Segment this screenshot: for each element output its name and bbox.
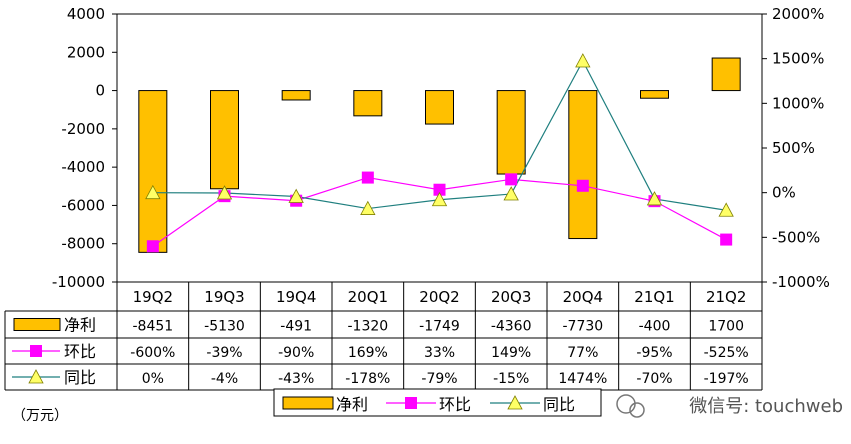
marker-环比-20Q3	[505, 173, 518, 186]
category-label: 19Q3	[204, 288, 244, 306]
left-tick-label: -4000	[61, 158, 105, 176]
bar-19Q3	[210, 90, 239, 190]
line-series	[145, 53, 734, 253]
row-key-qoq-icon	[30, 345, 42, 357]
marker-同比-20Q4	[575, 53, 591, 68]
marker-同比-19Q4	[288, 188, 304, 203]
marker-同比-21Q1	[646, 191, 663, 206]
marker-环比-20Q4	[576, 179, 589, 192]
data-table: 19Q2 19Q3 19Q4 20Q1 20Q2 20Q3 20Q4 21Q1 21Q2 净利 -8…	[4, 281, 763, 391]
table-cell: 1474%	[558, 371, 607, 387]
legend-net-profit-icon	[282, 396, 334, 410]
right-tick-label: 500%	[772, 139, 815, 157]
marker-同比-21Q2	[718, 202, 734, 217]
table-cell: -39%	[206, 345, 242, 361]
unit-label: （万元）	[12, 408, 68, 424]
table-cell: -178%	[345, 371, 390, 387]
table-cell: 0%	[142, 371, 164, 387]
bar-20Q2	[425, 90, 454, 125]
bar-20Q4	[568, 90, 598, 240]
row-key-yoy-icon	[28, 369, 44, 384]
wechat-logo-icon	[616, 394, 645, 418]
left-tick-label: 0	[95, 82, 105, 100]
row-label: 环比	[64, 342, 96, 361]
marker-环比-19Q2	[146, 240, 159, 253]
category-label: 20Q3	[491, 288, 531, 306]
table-cell: 149%	[491, 345, 531, 361]
left-tick-label: -10000	[52, 273, 105, 291]
bar-21Q1	[640, 90, 669, 99]
table-cell: -7730	[562, 319, 603, 335]
table-cell: -1749	[419, 319, 460, 335]
table-cell: -400	[639, 319, 671, 335]
right-tick-label: 0%	[772, 184, 796, 202]
table-cell: 169%	[348, 345, 388, 361]
left-tick-label: -8000	[61, 235, 105, 253]
marker-同比-19Q3	[216, 185, 233, 200]
bar-20Q3	[496, 90, 526, 175]
bar-19Q4	[281, 90, 311, 101]
table-cell: -95%	[636, 345, 672, 361]
table-cell: -5130	[204, 319, 245, 335]
table-cell: 33%	[424, 345, 455, 361]
table-cell: 77%	[567, 345, 598, 361]
bar-19Q2	[138, 90, 168, 253]
category-label: 21Q2	[706, 288, 746, 306]
right-tick-label: -500%	[772, 228, 820, 246]
table-cell: 1700	[708, 319, 744, 335]
table-cell: -15%	[493, 371, 529, 387]
right-tick-label: -1000%	[772, 273, 830, 291]
legend-label: 环比	[439, 395, 471, 414]
watermark-text: 微信号: touchweb	[689, 396, 843, 417]
left-tick-label: 4000	[67, 5, 105, 23]
legend-yoy-icon	[507, 395, 523, 410]
right-axis: 2000% 1500% 1000% 500% 0% -500% -1000%	[762, 5, 830, 291]
table-cell: -197%	[704, 371, 749, 387]
legend-label: 净利	[336, 395, 368, 414]
marker-环比-20Q1	[361, 171, 374, 184]
row-label: 净利	[64, 316, 96, 335]
right-tick-label: 2000%	[772, 5, 824, 23]
bar-21Q2	[711, 57, 741, 92]
table-cell: -600%	[130, 345, 175, 361]
category-label: 21Q1	[634, 288, 674, 306]
table-cell: -1320	[347, 319, 388, 335]
table-cell: -79%	[421, 371, 457, 387]
category-label: 20Q1	[348, 288, 388, 306]
row-key-net-profit-icon	[13, 318, 61, 331]
table-cell: -8451	[132, 319, 173, 335]
table-cell: -90%	[278, 345, 314, 361]
category-label: 19Q4	[276, 288, 316, 306]
bar-20Q1	[353, 90, 383, 117]
table-cell: -4360	[491, 319, 532, 335]
bar-series	[138, 57, 741, 253]
marker-同比-20Q2	[431, 191, 448, 207]
marker-同比-19Q2	[145, 184, 161, 200]
left-axis: 4000 2000 0 -2000 -4000 -6000 -8000 -10000	[52, 5, 117, 291]
category-label: 20Q4	[563, 288, 603, 306]
left-tick-label: 2000	[67, 43, 105, 61]
legend: 净利 环比 同比	[273, 388, 602, 417]
table-cell: -4%	[211, 371, 238, 387]
right-tick-label: 1500%	[772, 50, 824, 68]
table-cell: -491	[280, 319, 312, 335]
marker-同比-20Q3	[503, 186, 519, 201]
left-tick-label: -6000	[61, 196, 105, 214]
table-cell: -525%	[704, 345, 749, 361]
category-label: 20Q2	[419, 288, 459, 306]
marker-环比-21Q2	[720, 233, 733, 246]
right-tick-label: 1000%	[772, 94, 824, 112]
marker-环比-20Q2	[433, 183, 446, 196]
legend-label: 同比	[543, 395, 575, 414]
table-cell: -43%	[278, 371, 314, 387]
category-label: 19Q2	[133, 288, 173, 306]
row-label: 同比	[64, 368, 96, 387]
legend-qoq-icon	[405, 397, 417, 409]
marker-同比-20Q1	[360, 200, 376, 215]
table-cell: -70%	[636, 371, 672, 387]
left-tick-label: -2000	[61, 120, 105, 138]
